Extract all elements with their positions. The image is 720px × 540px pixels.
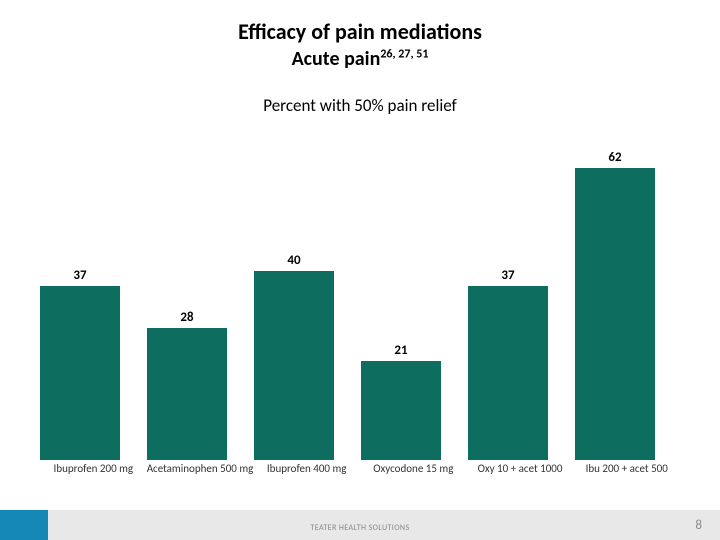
bar: 40	[254, 271, 334, 460]
bar-value-label: 37	[40, 268, 120, 283]
bar-group: 37	[468, 286, 548, 460]
bar-value-label: 21	[361, 343, 441, 358]
bar-group: 21	[361, 361, 441, 460]
x-axis-label: Ibu 200 + acet 500	[573, 462, 680, 476]
bar-group: 62	[575, 168, 655, 460]
footer: TEATER HEALTH SOLUTIONS 8	[0, 510, 720, 540]
x-axis-label: Acetaminophen 500 mg	[147, 462, 254, 476]
slide-subtitle: Acute pain26, 27, 51	[0, 47, 720, 71]
x-axis-label: Oxycodone 15 mg	[360, 462, 467, 476]
bar-value-label: 40	[254, 253, 334, 268]
subtitle-main: Acute pain	[292, 47, 381, 71]
x-axis-label: Ibuprofen 400 mg	[253, 462, 360, 476]
slide: Efficacy of pain mediations Acute pain26…	[0, 0, 720, 540]
bar: 28	[147, 328, 227, 460]
bar-value-label: 37	[468, 268, 548, 283]
page-number: 8	[695, 518, 702, 533]
chart-title: Percent with 50% pain relief	[0, 95, 720, 116]
subtitle-citations: 26, 27, 51	[380, 47, 428, 61]
bar-value-label: 28	[147, 310, 227, 325]
bar-group: 37	[40, 286, 120, 460]
bar: 21	[361, 361, 441, 460]
bar-group: 28	[147, 328, 227, 460]
x-axis-label: Oxy 10 + acet 1000	[467, 462, 574, 476]
footer-text: TEATER HEALTH SOLUTIONS	[0, 523, 720, 533]
slide-title: Efficacy of pain mediations	[0, 18, 720, 45]
bar: 37	[468, 286, 548, 460]
title-block: Efficacy of pain mediations Acute pain26…	[0, 0, 720, 71]
bar-value-label: 62	[575, 150, 655, 165]
x-axis-label: Ibuprofen 200 mg	[40, 462, 147, 476]
bar-chart: 372840213762	[40, 130, 680, 460]
x-axis-labels: Ibuprofen 200 mgAcetaminophen 500 mgIbup…	[40, 462, 680, 476]
bar: 62	[575, 168, 655, 460]
bar: 37	[40, 286, 120, 460]
bar-group: 40	[254, 271, 334, 460]
